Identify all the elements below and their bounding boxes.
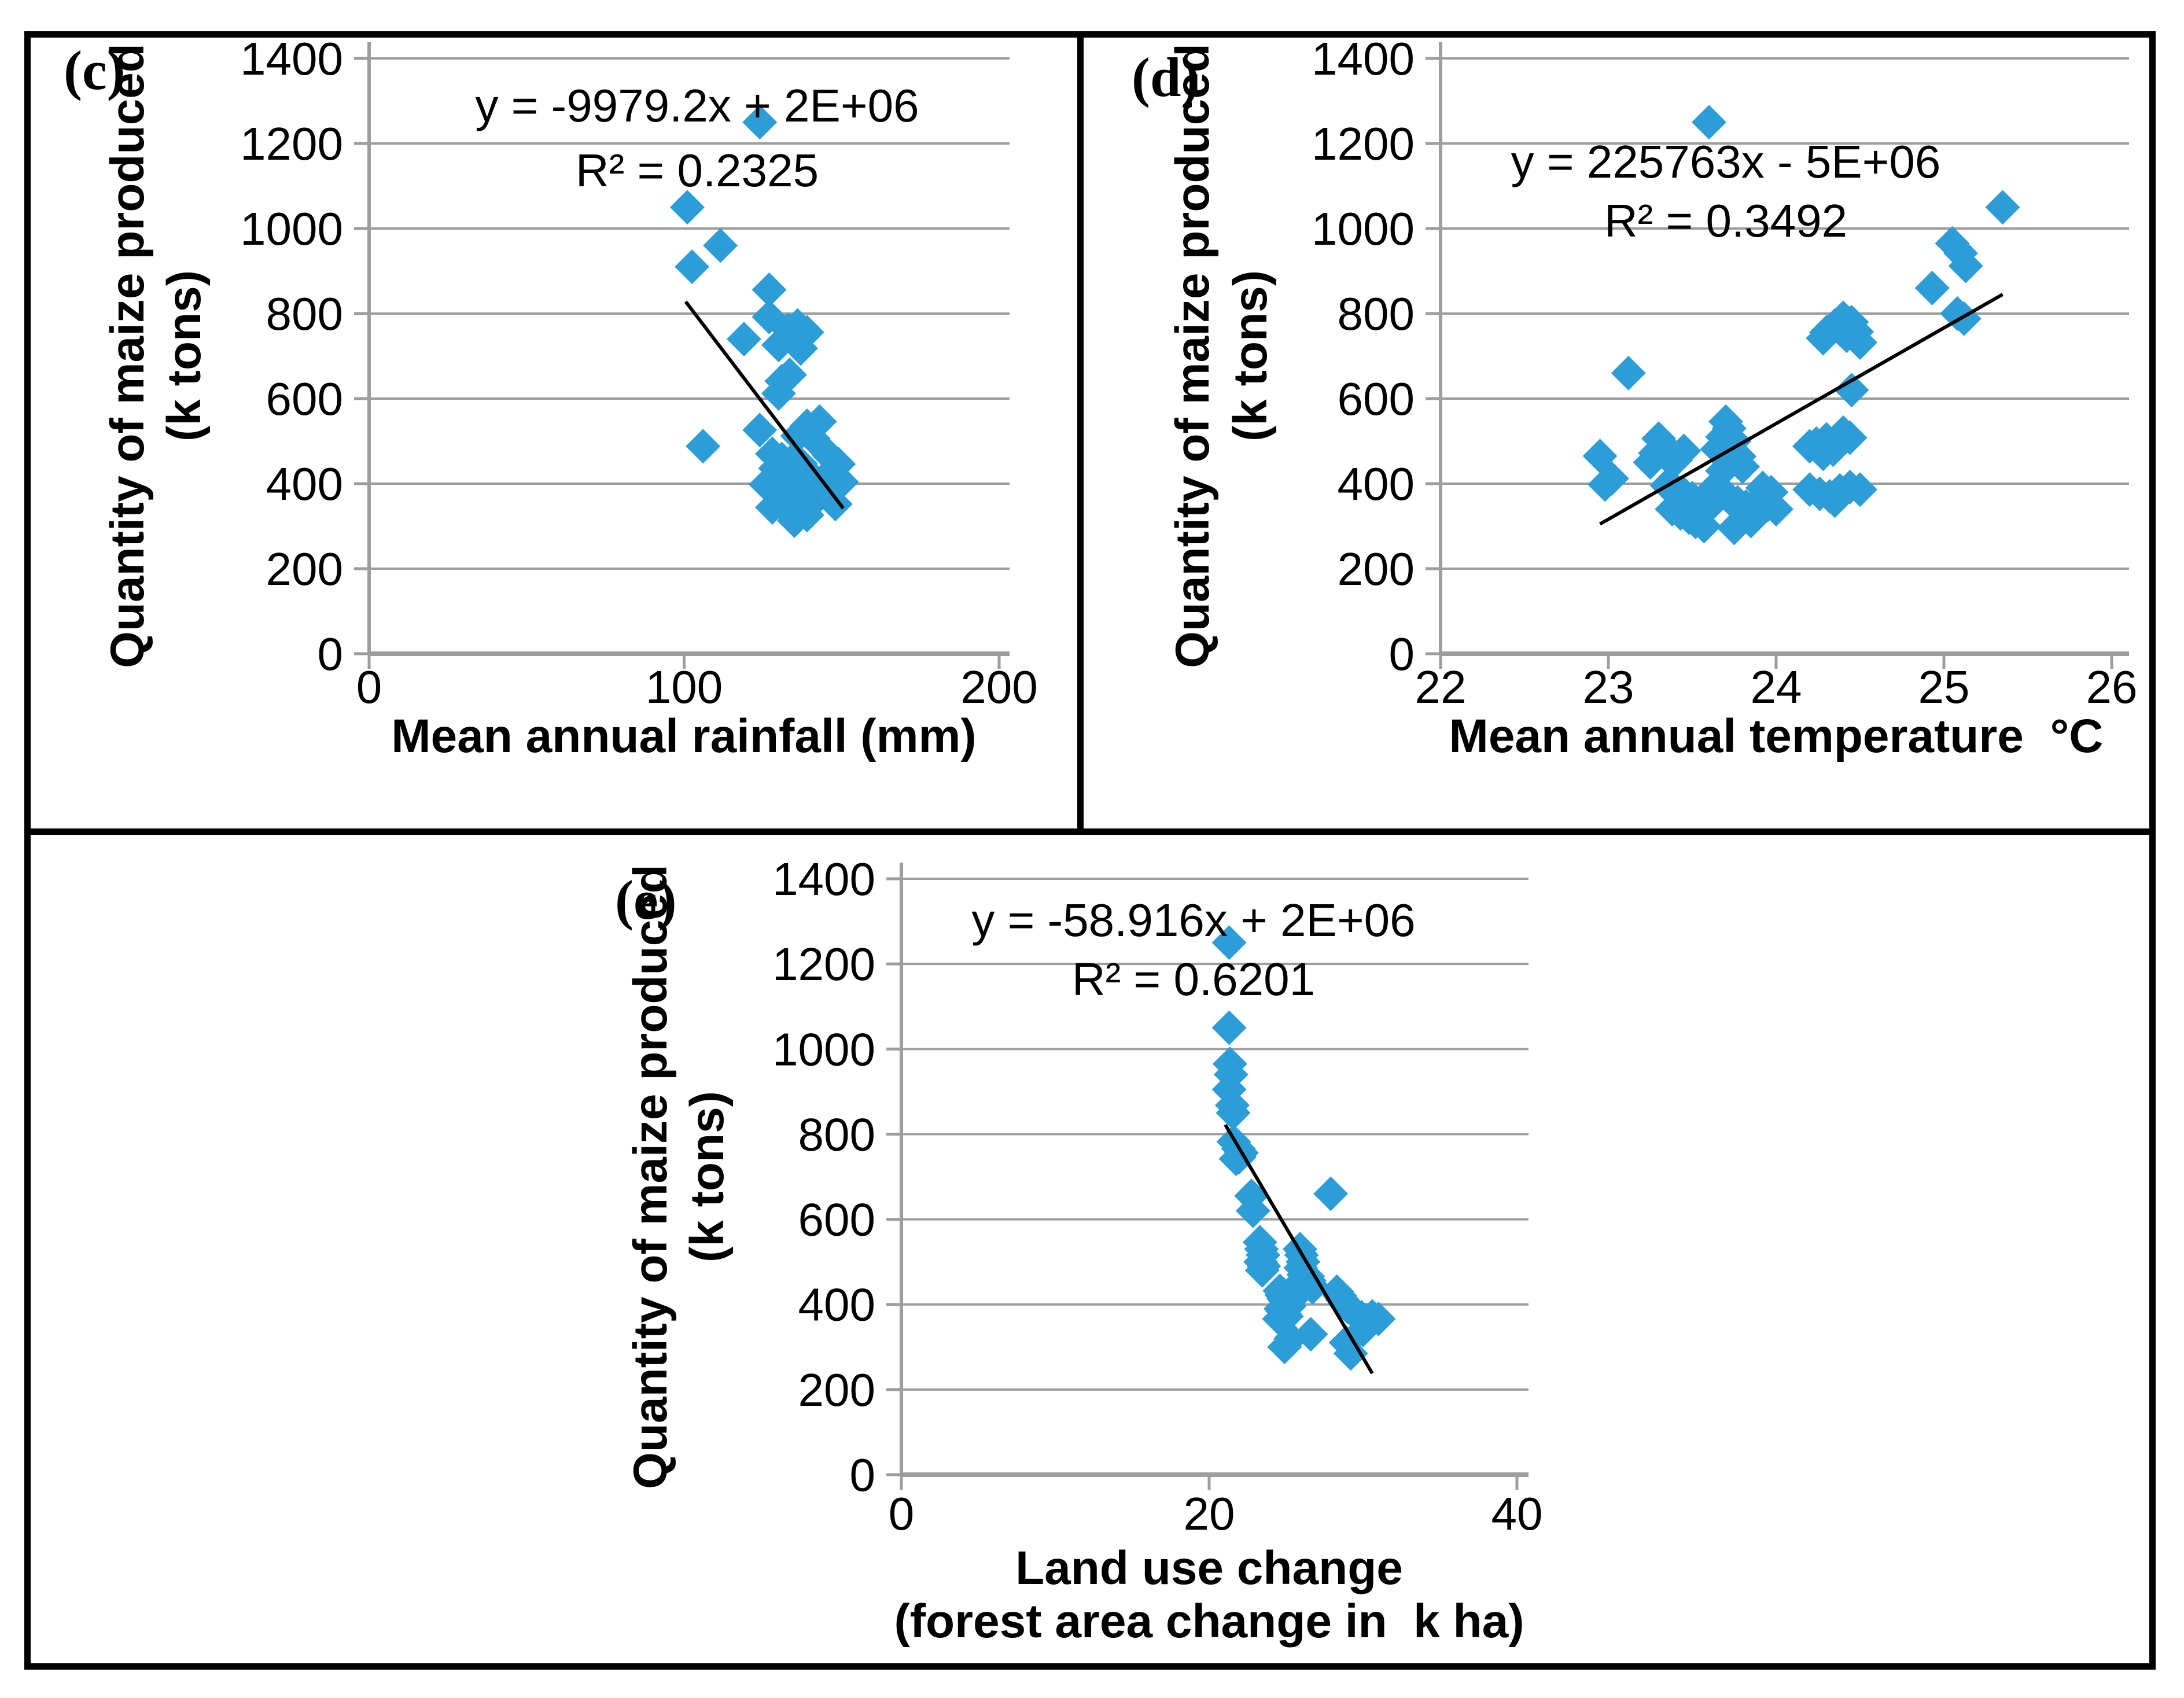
svg-text:600: 600: [798, 1194, 875, 1246]
svg-text:0: 0: [1389, 628, 1415, 680]
scatter-chart-rainfall: y = -9979.2x + 2E+06 R² = 0.2325 0 200 400 60…: [101, 35, 1038, 763]
svg-text:400: 400: [266, 458, 343, 510]
svg-text:800: 800: [798, 1108, 875, 1160]
scatter-chart-temperature: y = 225763x - 5E+06 R² = 0.3492 0 200 400 600…: [1166, 35, 2138, 763]
svg-text:400: 400: [1338, 458, 1415, 510]
svg-text:600: 600: [1338, 373, 1415, 425]
svg-text:R² = 0.3492: R² = 0.3492: [1604, 195, 1847, 246]
svg-text:800: 800: [1338, 288, 1415, 340]
svg-text:1400: 1400: [1312, 35, 1415, 84]
svg-text:25: 25: [1918, 661, 1970, 713]
svg-text:0: 0: [356, 661, 382, 713]
panel-letter-e: (e): [615, 869, 677, 931]
panel-divider-vertical: [1077, 31, 1084, 832]
svg-text:(k tons): (k tons): [681, 1091, 734, 1262]
svg-text:600: 600: [266, 373, 343, 425]
svg-text:23: 23: [1583, 661, 1634, 713]
svg-text:1200: 1200: [772, 938, 875, 990]
svg-text:26: 26: [2086, 661, 2138, 713]
svg-text:40: 40: [1491, 1488, 1543, 1539]
panel-divider-horizontal: [24, 828, 2156, 835]
svg-text:100: 100: [646, 661, 723, 713]
svg-text:(forest area change in k ha): (forest area change in k ha): [894, 1595, 1524, 1648]
svg-text:Mean annual rainfall (mm): Mean annual rainfall (mm): [391, 710, 977, 763]
svg-text:(k tons): (k tons): [1224, 270, 1277, 441]
svg-text:200: 200: [960, 661, 1037, 713]
svg-text:400: 400: [798, 1279, 875, 1331]
svg-text:Quantity of maize produced: Quantity of maize produced: [1166, 43, 1219, 668]
svg-text:22: 22: [1415, 661, 1467, 713]
svg-text:1000: 1000: [240, 203, 343, 255]
panel-letter-d: (d): [1132, 46, 1200, 108]
svg-text:Land use change: Land use change: [1015, 1542, 1403, 1594]
svg-text:1400: 1400: [240, 35, 343, 84]
svg-text:y = -9979.2x + 2E+06: y = -9979.2x + 2E+06: [475, 80, 919, 131]
svg-text:200: 200: [798, 1364, 875, 1416]
svg-text:1200: 1200: [240, 118, 343, 170]
svg-text:Quantity of maize produced: Quantity of maize produced: [101, 43, 154, 668]
svg-text:1200: 1200: [1312, 118, 1415, 170]
svg-text:Mean annual temperature °C: Mean annual temperature °C: [1449, 710, 2104, 763]
svg-text:200: 200: [1338, 543, 1415, 595]
svg-text:24: 24: [1751, 661, 1802, 713]
svg-text:Quantity of maize produced: Quantity of maize produced: [624, 864, 677, 1489]
svg-text:0: 0: [889, 1488, 915, 1539]
svg-text:R² = 0.6201: R² = 0.6201: [1072, 953, 1315, 1005]
svg-text:800: 800: [266, 288, 343, 340]
panel-d-temperature-scatter: y = 225763x - 5E+06 R² = 0.3492 0 200 400 600…: [1090, 35, 2157, 827]
svg-text:0: 0: [318, 628, 344, 680]
svg-text:20: 20: [1184, 1488, 1235, 1539]
svg-text:(k tons): (k tons): [158, 270, 211, 441]
panel-c-rainfall-scatter: y = -9979.2x + 2E+06 R² = 0.2325 0 200 400 60…: [31, 35, 1075, 827]
panel-letter-c: (c): [64, 39, 126, 101]
svg-text:1400: 1400: [772, 853, 875, 905]
figure-outer-border: [24, 31, 2156, 1670]
svg-text:y = 225763x - 5E+06: y = 225763x - 5E+06: [1511, 136, 1941, 187]
svg-text:1000: 1000: [1312, 203, 1415, 255]
panel-e-landuse-scatter: y = -58.916x + 2E+06 R² = 0.6201 0 200 400 60…: [31, 838, 2159, 1676]
svg-text:y = -58.916x + 2E+06: y = -58.916x + 2E+06: [971, 894, 1415, 946]
svg-text:0: 0: [850, 1449, 876, 1501]
svg-text:R² = 0.2325: R² = 0.2325: [576, 145, 819, 196]
svg-text:200: 200: [266, 543, 343, 595]
svg-text:1000: 1000: [772, 1023, 875, 1075]
